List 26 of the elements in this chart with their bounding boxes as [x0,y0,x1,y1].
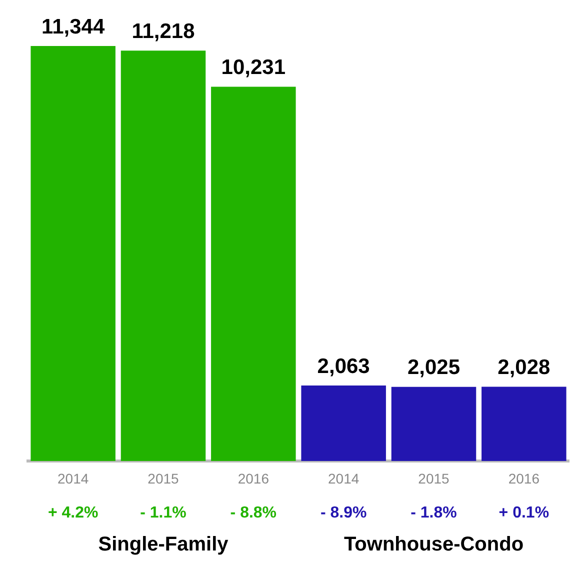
text: Townhouse-Condo [344,534,524,556]
text: + 0.1% [498,504,550,522]
bar [482,386,566,461]
text: + 4.2% [48,504,98,522]
data-label: 2,063 [317,354,370,378]
bar [211,86,296,461]
text: Single-Family [98,534,230,556]
text: - 8.8% [230,504,277,522]
bar [391,386,476,461]
data-label: 11,218 [132,20,196,43]
data-label: 11,344 [42,15,105,38]
x-tick-label: 2014 [58,470,89,486]
data-label: 10,231 [221,56,286,80]
x-tick-label: 2015 [418,470,450,486]
x-tick-label: 2016 [238,470,270,486]
text: - 1.8% [410,504,457,522]
bar [120,50,206,461]
x-tick-label: 2014 [328,470,360,486]
bar [301,386,386,461]
data-label: 2,028 [498,356,551,380]
bar [30,46,116,461]
text: - 1.1% [140,504,186,522]
x-tick-label: 2016 [508,470,540,486]
text: - 8.9% [320,504,367,522]
data-label: 2,025 [407,356,460,380]
x-tick-label: 2015 [148,470,180,486]
